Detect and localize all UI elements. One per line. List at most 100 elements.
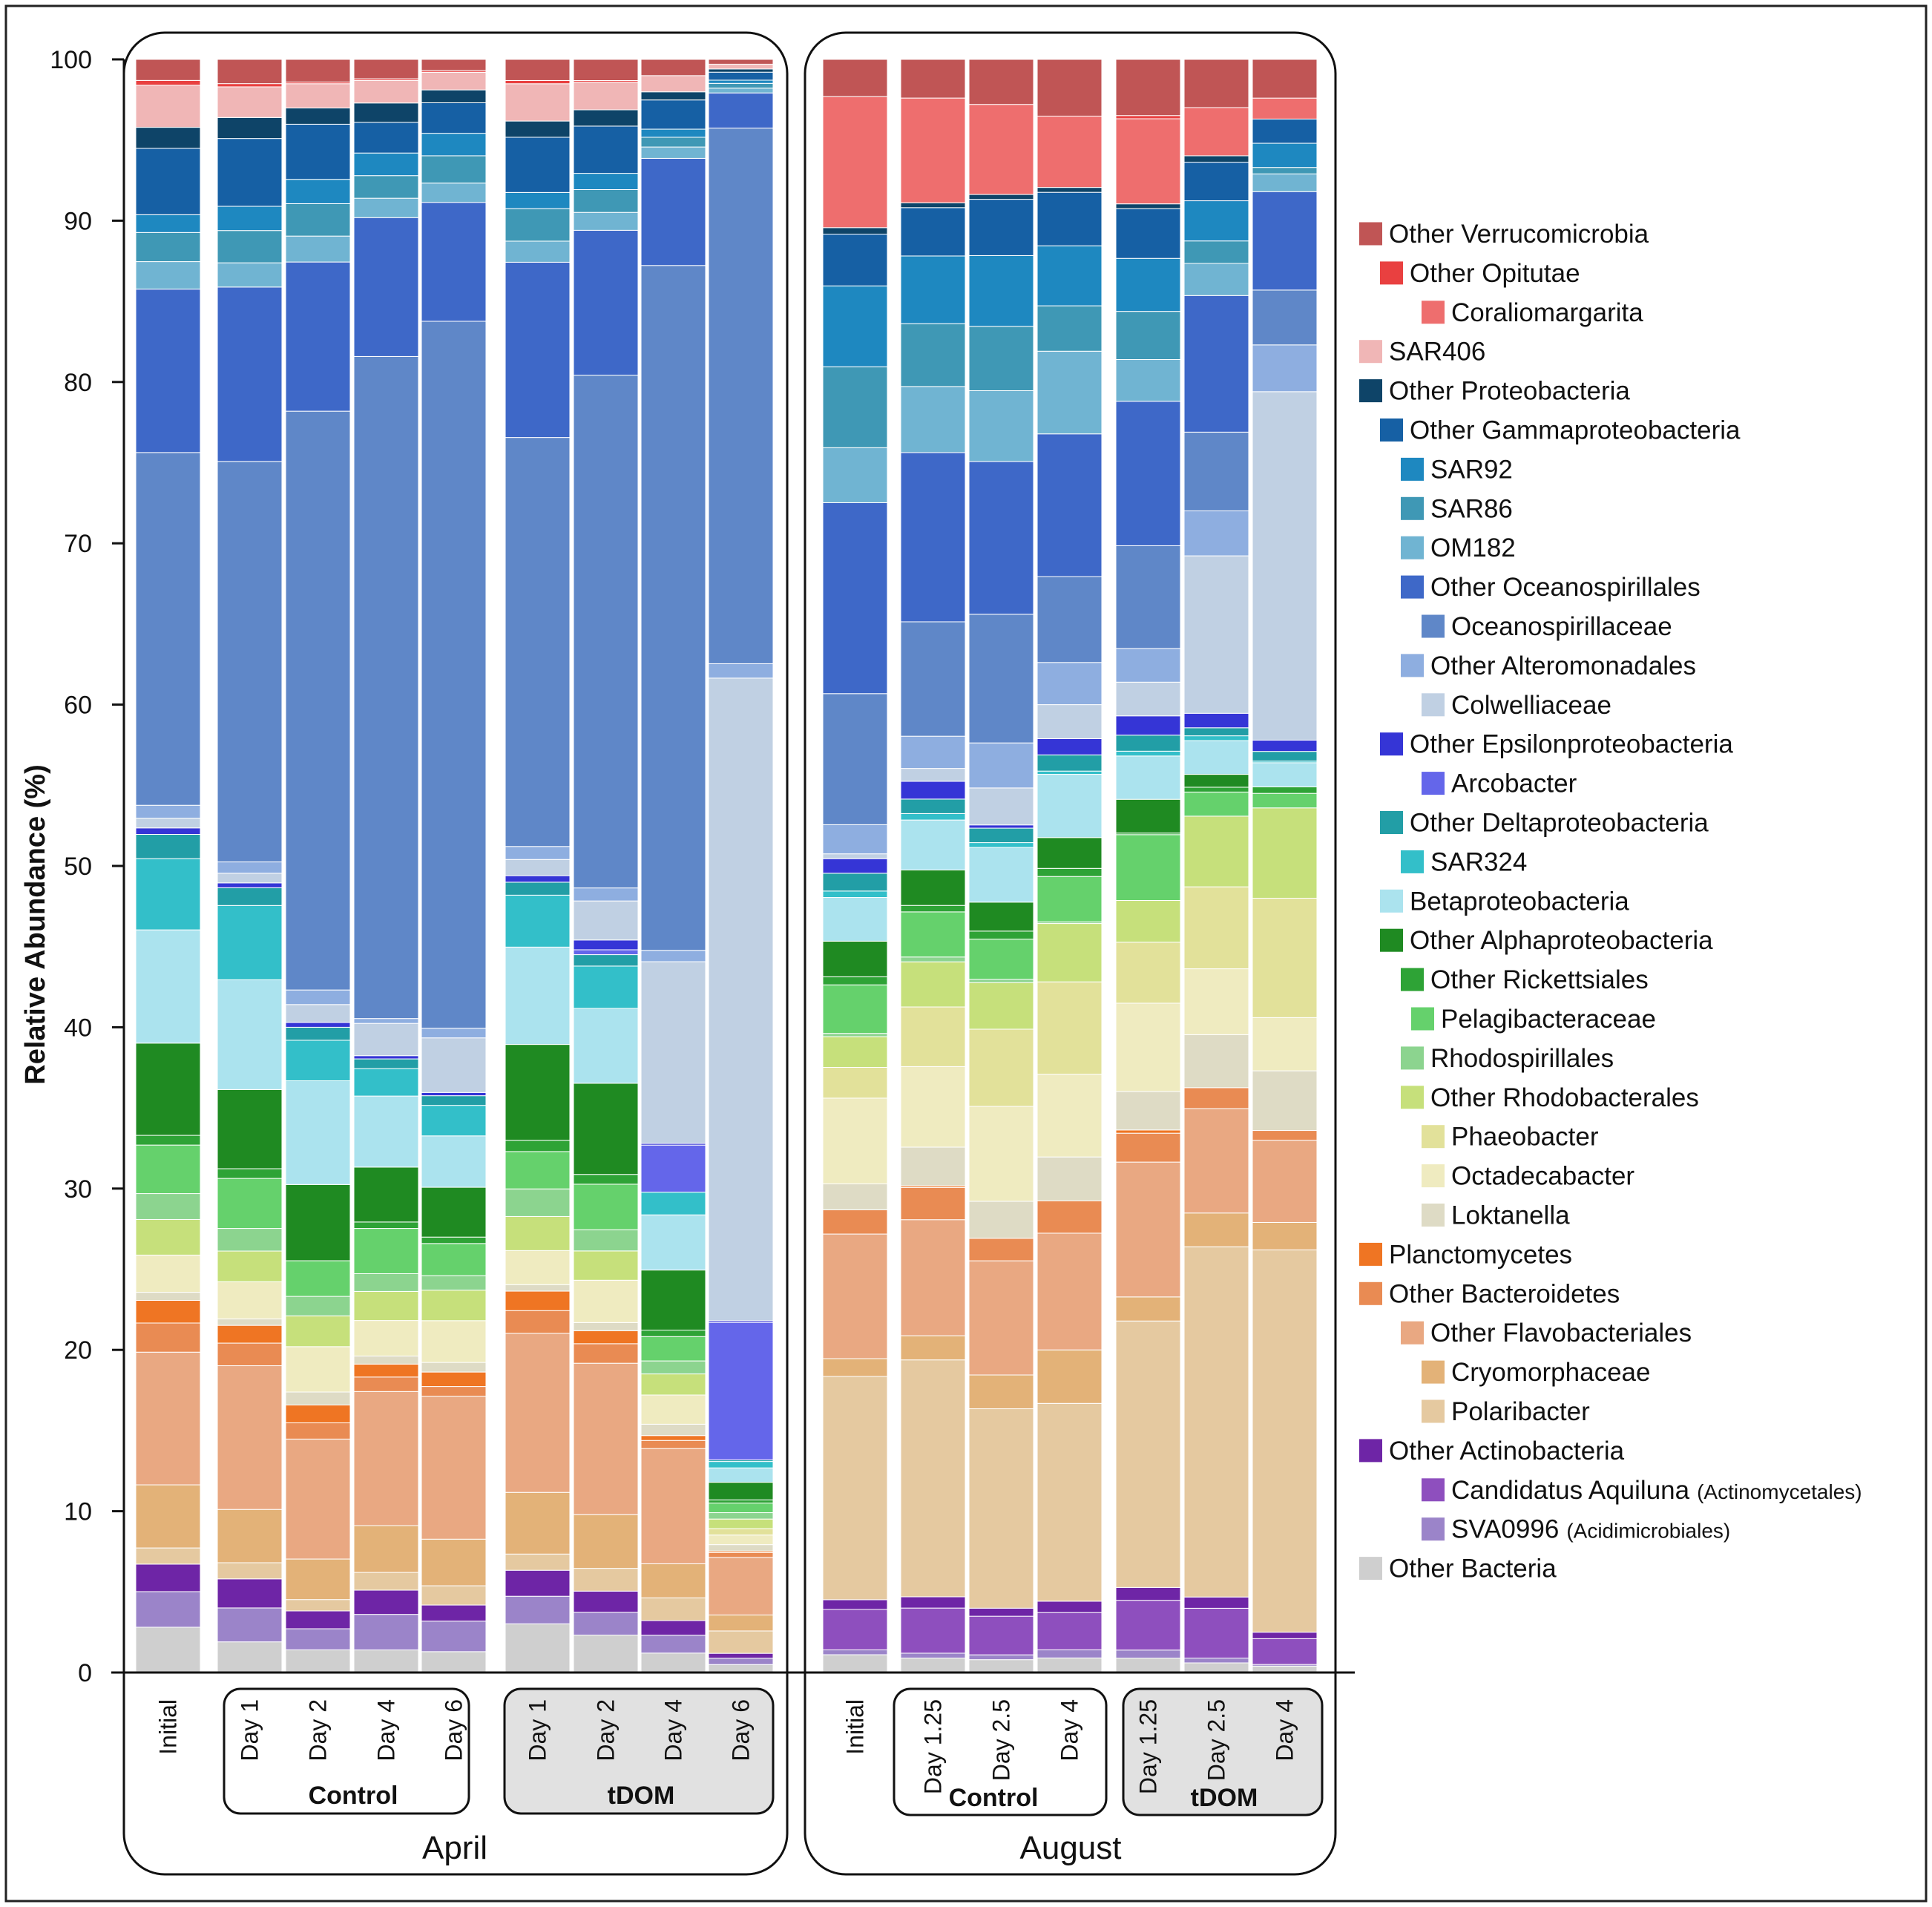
bar-segment-other-flavobacteriales — [900, 1219, 966, 1336]
bar-segment-other-verrucomicrobia — [573, 59, 639, 82]
bar-segment-loktanella — [1252, 1070, 1318, 1132]
bar-segment-other-alphaproteobacteria — [1115, 798, 1181, 834]
legend-label: Pelagibacteraceae — [1441, 1005, 1656, 1034]
y-tick-label: 30 — [64, 1175, 92, 1204]
legend-item-other-oceanospirillales: Other Oceanospirillales — [1401, 573, 1701, 602]
bar-segment-loktanella — [421, 1362, 487, 1373]
legend-label: Coraliomargarita — [1451, 298, 1643, 327]
group-label-august-tdom: tDOM — [1191, 1784, 1258, 1812]
bar-segment-other-deltaproteobacteria — [822, 873, 888, 892]
legend-swatch — [1422, 1164, 1445, 1188]
bar-segment-other-oceanospirillales — [1252, 191, 1318, 291]
bar-segment-other-oceanospirillales — [285, 261, 351, 412]
legend-label: SAR92 — [1430, 455, 1513, 484]
bar-segment-octadecabacter — [708, 1535, 774, 1546]
bar-segment-other-bacteroidetes — [1252, 1130, 1318, 1141]
bar-segment-other-epsilonproteobacteria — [1115, 715, 1181, 736]
bar-segment-oceanospirillaceae — [1036, 576, 1103, 663]
bar-segment-planctomycetes — [135, 1299, 201, 1324]
bar-segment-other-deltaproteobacteria — [968, 827, 1034, 844]
bar-segment-other-bacteroidetes — [1115, 1132, 1181, 1163]
legend-item-candidatus-aquiluna: Candidatus Aquiluna (Actinomycetales) — [1422, 1476, 1862, 1505]
bar-segment-other-oceanospirillales — [1115, 401, 1181, 546]
legend-label: Other Alphaproteobacteria — [1410, 926, 1713, 955]
bar-2 — [217, 59, 283, 1673]
bar-segment-colwelliaceae — [505, 859, 571, 876]
bar-segment-other-oceanospirillales — [640, 157, 706, 266]
bar-segment-other-flavobacteriales — [573, 1362, 639, 1515]
bar-segment-om182 — [1183, 263, 1249, 296]
bar-4 — [353, 59, 419, 1673]
bar-segment-sva0996 — [217, 1607, 283, 1643]
bar-segment-om182 — [285, 235, 351, 263]
bar-segment-other-deltaproteobacteria — [1036, 754, 1103, 772]
bar-segment-other-gammaproteobacteria — [900, 207, 966, 257]
bar-segment-other-alphaproteobacteria — [135, 1043, 201, 1136]
bar-14 — [1115, 59, 1181, 1673]
bar-segment-other-rhodobacterales — [822, 1036, 888, 1068]
bar-segment-other-bacteria — [900, 1657, 966, 1673]
bar-segment-other-bacteroidetes — [1036, 1200, 1103, 1234]
april-control-group-box — [223, 1687, 470, 1815]
bar-segment-other-alphaproteobacteria — [1036, 837, 1103, 869]
bar-segment-other-actinobacteria — [1115, 1586, 1181, 1601]
y-tick-label: 50 — [64, 853, 92, 881]
bar-segment-sva0996 — [421, 1621, 487, 1652]
bar-segment-pelagibacteraceae — [573, 1184, 639, 1230]
bar-segment-pelagibacteraceae — [968, 939, 1034, 980]
bar-segment-sar86 — [135, 232, 201, 263]
bar-segment-other-opitutae — [217, 83, 283, 88]
bar-segment-pelagibacteraceae — [1115, 834, 1181, 902]
bar-segment-polaribacter — [1183, 1246, 1249, 1598]
bar-segment-sar324 — [640, 1192, 706, 1215]
bar-segment-other-rhodobacterales — [708, 1518, 774, 1529]
bar-segment-rhodospirillales — [900, 956, 966, 962]
bar-segment-other-epsilonproteobacteria — [1183, 712, 1249, 729]
bar-segment-other-flavobacteriales — [505, 1333, 571, 1493]
legend-label: Other Bacteria — [1389, 1555, 1557, 1583]
legend-item-other-actinobacteria: Other Actinobacteria — [1359, 1437, 1625, 1465]
legend-swatch — [1359, 1281, 1382, 1305]
bar-segment-other-actinobacteria — [1252, 1632, 1318, 1639]
bar-segment-other-flavobacteriales — [1183, 1108, 1249, 1214]
bar-segment-candidatus-aquiluna — [1252, 1638, 1318, 1665]
bar-segment-sar86 — [822, 366, 888, 448]
bar-segment-polaribacter — [421, 1585, 487, 1606]
bar-segment-om182 — [1115, 359, 1181, 402]
bar-segment-sar324 — [900, 813, 966, 821]
x-tick-label: Day 1 — [525, 1699, 551, 1762]
bar-segment-other-oceanospirillales — [1183, 295, 1249, 433]
bar-segment-om182 — [135, 261, 201, 290]
legend-swatch — [1422, 693, 1445, 717]
bar-segment-pelagibacteraceae — [505, 1151, 571, 1189]
bar-segment-sar86 — [1036, 305, 1103, 352]
bar-segment-loktanella — [968, 1201, 1034, 1239]
bar-segment-other-epsilonproteobacteria — [822, 858, 888, 874]
bar-segment-other-rickettsiales — [505, 1140, 571, 1152]
bar-10 — [822, 59, 888, 1673]
bar-segment-other-deltaproteobacteria — [900, 798, 966, 814]
bar-segment-other-bacteroidetes — [708, 1552, 774, 1558]
bar-segment-sar86 — [640, 137, 706, 148]
bar-segment-sar324 — [421, 1105, 487, 1137]
bar-segment-polaribacter — [353, 1572, 419, 1591]
legend-item-oceanospirillaceae: Oceanospirillaceae — [1422, 612, 1672, 641]
bar-segment-cryomorphaceae — [1115, 1296, 1181, 1322]
bar-segment-other-verrucomicrobia — [1036, 59, 1103, 116]
bar-segment-other-epsilonproteobacteria — [421, 1092, 487, 1097]
bar-segment-candidatus-aquiluna — [1036, 1612, 1103, 1650]
bar-segment-other-epsilonproteobacteria — [1252, 739, 1318, 752]
bar-segment-cryomorphaceae — [968, 1374, 1034, 1410]
legend-swatch — [1422, 1204, 1445, 1227]
bar-segment-sar86 — [1252, 167, 1318, 174]
bar-segment-polaribacter — [640, 1597, 706, 1621]
bar-segment-sar86 — [1183, 240, 1249, 264]
bar-segment-other-actinobacteria — [505, 1569, 571, 1597]
x-tick-label: Day 4 — [660, 1699, 687, 1762]
bar-7 — [573, 59, 639, 1673]
y-tick-label: 60 — [64, 692, 92, 720]
legend-item-om182: OM182 — [1401, 534, 1516, 562]
bar-segment-rhodospirillales — [217, 1228, 283, 1252]
bar-segment-octadecabacter — [968, 1106, 1034, 1202]
